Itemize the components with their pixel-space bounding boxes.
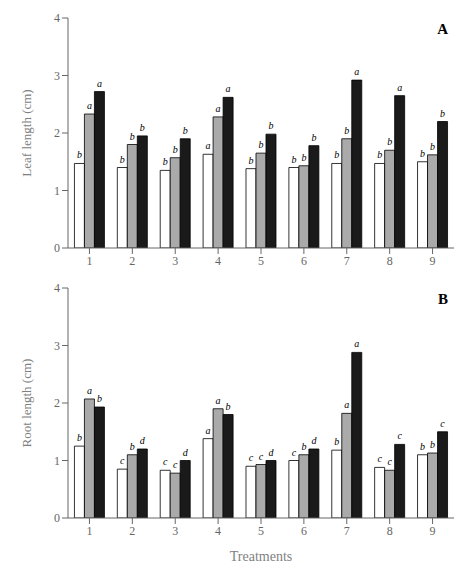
svg-text:d: d	[311, 435, 317, 446]
svg-text:c: c	[259, 451, 264, 462]
svg-text:2: 2	[129, 254, 135, 268]
svg-text:c: c	[440, 418, 445, 429]
svg-text:c: c	[249, 452, 254, 463]
svg-text:b: b	[77, 149, 82, 160]
svg-text:7: 7	[344, 254, 350, 268]
svg-text:b: b	[258, 139, 263, 150]
svg-text:a: a	[216, 395, 221, 406]
svg-text:a: a	[87, 385, 92, 396]
svg-text:a: a	[216, 103, 221, 114]
svg-text:c: c	[173, 459, 178, 470]
svg-text:5: 5	[258, 254, 264, 268]
svg-text:b: b	[173, 144, 178, 155]
svg-text:8: 8	[387, 254, 393, 268]
svg-text:b: b	[130, 131, 135, 142]
svg-text:a: a	[397, 82, 402, 93]
svg-text:8: 8	[387, 524, 393, 538]
svg-text:1: 1	[54, 184, 60, 198]
svg-text:7: 7	[344, 524, 350, 538]
svg-text:3: 3	[54, 339, 60, 353]
svg-text:5: 5	[258, 524, 264, 538]
svg-text:3: 3	[54, 69, 60, 83]
svg-text:b: b	[248, 155, 253, 166]
svg-text:Treatments: Treatments	[230, 549, 292, 564]
svg-text:4: 4	[215, 524, 221, 538]
svg-text:a: a	[206, 140, 211, 151]
svg-text:b: b	[97, 393, 102, 404]
svg-text:a: a	[344, 399, 349, 410]
svg-text:b: b	[130, 441, 135, 452]
svg-text:a: a	[354, 66, 359, 77]
svg-text:b: b	[301, 441, 306, 452]
svg-text:d: d	[268, 447, 274, 458]
svg-text:a: a	[354, 338, 359, 349]
svg-text:a: a	[97, 78, 102, 89]
svg-text:0: 0	[54, 511, 60, 525]
svg-text:0: 0	[54, 241, 60, 255]
svg-text:b: b	[430, 141, 435, 152]
svg-text:4: 4	[54, 281, 60, 295]
svg-text:a: a	[226, 83, 231, 94]
svg-text:c: c	[292, 447, 297, 458]
svg-text:c: c	[120, 455, 125, 466]
svg-text:b: b	[334, 436, 339, 447]
svg-text:d: d	[140, 435, 146, 446]
svg-text:b: b	[301, 152, 306, 163]
svg-text:a: a	[87, 100, 92, 111]
svg-text:b: b	[163, 156, 168, 167]
svg-text:b: b	[140, 122, 145, 133]
html-text:A: A	[437, 21, 448, 37]
svg-text:3: 3	[172, 254, 178, 268]
svg-text:c: c	[377, 453, 382, 464]
svg-text:b: b	[430, 439, 435, 450]
svg-text:c: c	[163, 456, 168, 467]
svg-text:Leaf length (cm): Leaf length (cm)	[19, 89, 34, 176]
svg-text:b: b	[420, 441, 425, 452]
svg-text:b: b	[344, 125, 349, 136]
svg-text:1: 1	[54, 454, 60, 468]
svg-text:b: b	[77, 432, 82, 443]
svg-text:c: c	[387, 456, 392, 467]
svg-text:b: b	[120, 154, 125, 165]
svg-text:c: c	[397, 430, 402, 441]
svg-text:b: b	[311, 132, 316, 143]
svg-text:3: 3	[172, 524, 178, 538]
svg-text:b: b	[226, 401, 231, 412]
svg-text:9: 9	[430, 524, 436, 538]
svg-text:b: b	[291, 154, 296, 165]
svg-text:1: 1	[86, 254, 92, 268]
svg-text:2: 2	[54, 126, 60, 140]
svg-text:4: 4	[215, 254, 221, 268]
svg-text:b: b	[268, 120, 273, 131]
svg-text:a: a	[206, 425, 211, 436]
svg-text:2: 2	[129, 524, 135, 538]
svg-text:1: 1	[86, 524, 92, 538]
html-text:B: B	[438, 291, 448, 307]
svg-text:b: b	[377, 149, 382, 160]
svg-text:4: 4	[54, 11, 60, 25]
svg-text:b: b	[387, 136, 392, 147]
svg-text:9: 9	[430, 254, 436, 268]
svg-text:6: 6	[301, 524, 307, 538]
svg-text:2: 2	[54, 396, 60, 410]
svg-text:6: 6	[301, 254, 307, 268]
svg-text:b: b	[440, 108, 445, 119]
svg-text:d: d	[183, 447, 189, 458]
svg-text:b: b	[183, 125, 188, 136]
svg-text:b: b	[334, 149, 339, 160]
svg-text:Root length (cm): Root length (cm)	[19, 359, 34, 448]
svg-text:b: b	[420, 148, 425, 159]
